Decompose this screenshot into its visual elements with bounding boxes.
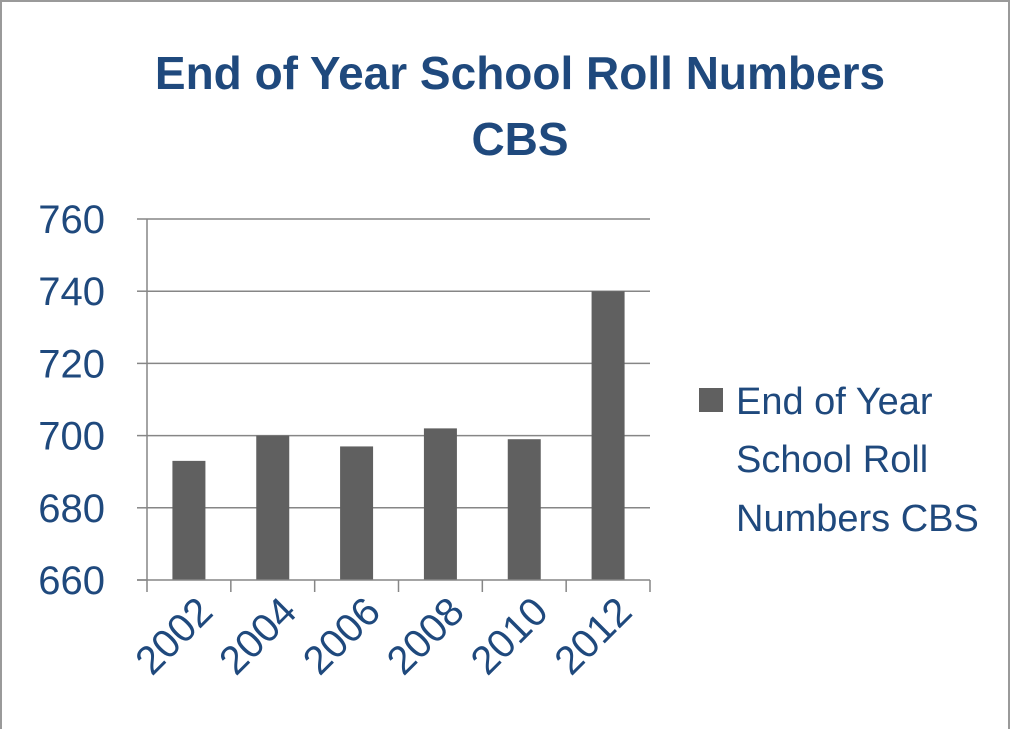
x-tick-label: 2004 <box>211 589 305 683</box>
legend-label-line-2: School Roll <box>736 439 928 481</box>
chart-title-line-1: End of Year School Roll Numbers <box>155 47 885 99</box>
x-tick-label: 2006 <box>295 589 389 683</box>
legend-swatch <box>699 388 723 412</box>
chart-title-line-2: CBS <box>471 113 568 165</box>
chart-title: End of Year School Roll Numbers CBS <box>155 47 885 165</box>
bar <box>172 460 206 580</box>
bars <box>172 291 625 580</box>
legend-label-line-1: End of Year <box>736 381 933 423</box>
y-tick-label: 680 <box>38 487 105 531</box>
y-tick-label: 740 <box>38 270 105 314</box>
x-tick-label: 2012 <box>546 589 640 683</box>
bar <box>340 446 374 580</box>
y-tick-label: 660 <box>38 559 105 603</box>
x-tick-label: 2008 <box>379 589 473 683</box>
bar <box>256 435 290 580</box>
y-tick-label: 720 <box>38 342 105 386</box>
legend: End of Year School Roll Numbers CBS <box>699 381 979 540</box>
gridlines <box>137 218 650 581</box>
y-tick-label: 700 <box>38 415 105 459</box>
legend-label-line-3: Numbers CBS <box>736 498 979 540</box>
bar <box>507 439 541 580</box>
x-tick-label: 2010 <box>463 589 557 683</box>
axes <box>137 219 651 592</box>
x-tick-label: 2002 <box>127 589 221 683</box>
y-tick-label: 760 <box>38 198 105 242</box>
y-axis-tick-labels: 660 680 700 720 740 760 <box>38 198 105 603</box>
bar <box>423 428 457 580</box>
bar <box>591 291 625 580</box>
